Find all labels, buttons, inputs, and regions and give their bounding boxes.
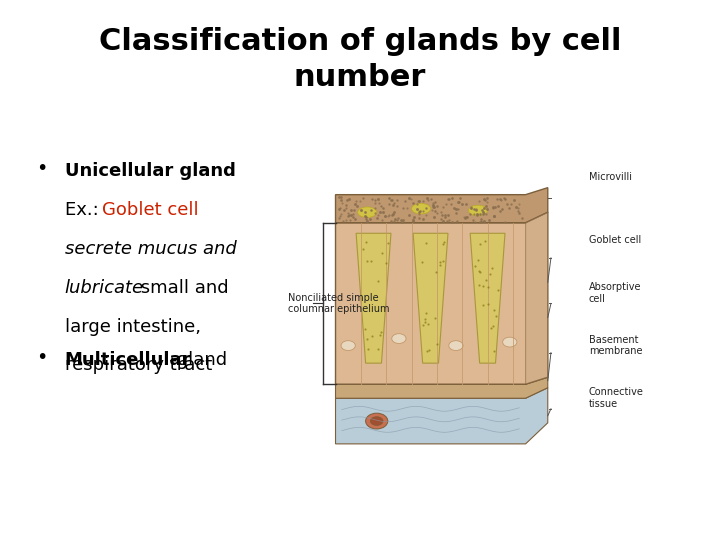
Text: Microvilli: Microvilli [589, 172, 632, 182]
Text: Absorptive
cell: Absorptive cell [589, 282, 642, 303]
Polygon shape [356, 233, 391, 363]
Polygon shape [336, 388, 548, 444]
Text: •: • [36, 348, 48, 367]
Text: respiratory tract: respiratory tract [65, 356, 212, 374]
Text: Unicellular gland: Unicellular gland [65, 162, 235, 180]
Polygon shape [526, 212, 548, 384]
Ellipse shape [370, 417, 383, 426]
Text: Goblet cell: Goblet cell [102, 201, 199, 219]
Ellipse shape [392, 334, 406, 343]
Ellipse shape [412, 204, 431, 214]
Polygon shape [336, 212, 548, 384]
Ellipse shape [366, 413, 388, 429]
Polygon shape [336, 377, 548, 399]
Text: small and: small and [135, 279, 229, 296]
Text: gland: gland [171, 351, 228, 369]
Ellipse shape [449, 341, 463, 350]
Text: Basement
membrane: Basement membrane [589, 335, 642, 356]
Text: secrete mucus and: secrete mucus and [65, 240, 237, 258]
Ellipse shape [469, 205, 487, 215]
Text: large intestine,: large intestine, [65, 318, 201, 335]
Polygon shape [336, 187, 548, 222]
Ellipse shape [358, 207, 377, 218]
Polygon shape [413, 233, 448, 363]
Ellipse shape [341, 341, 356, 350]
Ellipse shape [503, 337, 517, 347]
Text: •: • [36, 159, 48, 178]
Text: Nonciliated simple
columnar epithelium: Nonciliated simple columnar epithelium [288, 293, 390, 314]
Text: Connective
tissue: Connective tissue [589, 388, 644, 409]
Text: Goblet cell: Goblet cell [589, 235, 642, 245]
Text: lubricate: lubricate [65, 279, 144, 296]
Text: Classification of glands by cell
number: Classification of glands by cell number [99, 27, 621, 92]
Polygon shape [470, 233, 505, 363]
Text: Multicellular: Multicellular [65, 351, 192, 369]
Text: Ex.:: Ex.: [65, 201, 104, 219]
